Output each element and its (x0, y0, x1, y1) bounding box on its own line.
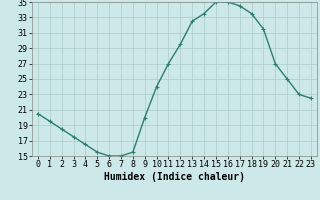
X-axis label: Humidex (Indice chaleur): Humidex (Indice chaleur) (104, 172, 245, 182)
